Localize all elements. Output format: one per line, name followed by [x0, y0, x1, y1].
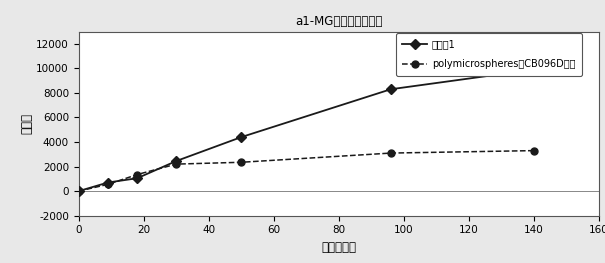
Legend: 实施例1, polymicrospheres的CB096D微球: 实施例1, polymicrospheres的CB096D微球	[396, 33, 582, 76]
实施例1	[134, 177, 141, 180]
实施例1	[238, 135, 245, 139]
实施例1	[530, 68, 538, 71]
Line: 实施例1: 实施例1	[75, 66, 537, 195]
实施例1	[75, 190, 82, 193]
Y-axis label: 吸光度: 吸光度	[21, 113, 33, 134]
polymicrospheres的CB096D微球	[134, 173, 141, 176]
polymicrospheres的CB096D微球	[172, 163, 180, 166]
polymicrospheres的CB096D微球	[104, 183, 111, 186]
polymicrospheres的CB096D微球	[75, 190, 82, 193]
Line: polymicrospheres的CB096D微球: polymicrospheres的CB096D微球	[75, 147, 537, 195]
实施例1	[172, 159, 180, 163]
实施例1	[104, 181, 111, 184]
polymicrospheres的CB096D微球	[387, 151, 394, 155]
polymicrospheres的CB096D微球	[238, 161, 245, 164]
Title: a1-MG测定试剂盒比对: a1-MG测定试剂盒比对	[295, 15, 382, 28]
polymicrospheres的CB096D微球	[530, 149, 538, 152]
实施例1	[387, 88, 394, 91]
X-axis label: 校准品浓度: 校准品浓度	[321, 241, 356, 254]
